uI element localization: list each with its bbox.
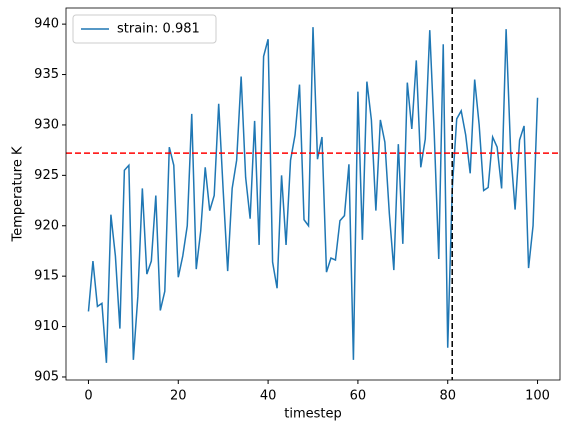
x-tick-label: 60 [350, 389, 367, 404]
y-tick-label: 930 [34, 117, 59, 132]
y-tick-label: 925 [34, 168, 59, 183]
y-tick-label: 910 [34, 319, 59, 334]
y-axis-label: Temperature K [11, 146, 26, 242]
line-series [87, 27, 539, 363]
x-tick-label: 20 [170, 389, 187, 404]
x-tick-label: 80 [439, 389, 456, 404]
plot-frame [65, 7, 561, 381]
y-tick-label: 935 [34, 67, 59, 82]
y-tick-label: 905 [34, 369, 59, 384]
legend-box [72, 14, 217, 44]
y-tick-label: 940 [34, 17, 59, 32]
x-axis-label: timestep [284, 407, 342, 422]
y-tick-label: 915 [34, 269, 59, 284]
x-tick-label: 0 [84, 389, 92, 404]
legend-label: strain: 0.981 [117, 22, 200, 37]
y-tick-label: 920 [34, 218, 59, 233]
x-tick-label: 100 [525, 389, 550, 404]
x-tick-label: 40 [260, 389, 277, 404]
